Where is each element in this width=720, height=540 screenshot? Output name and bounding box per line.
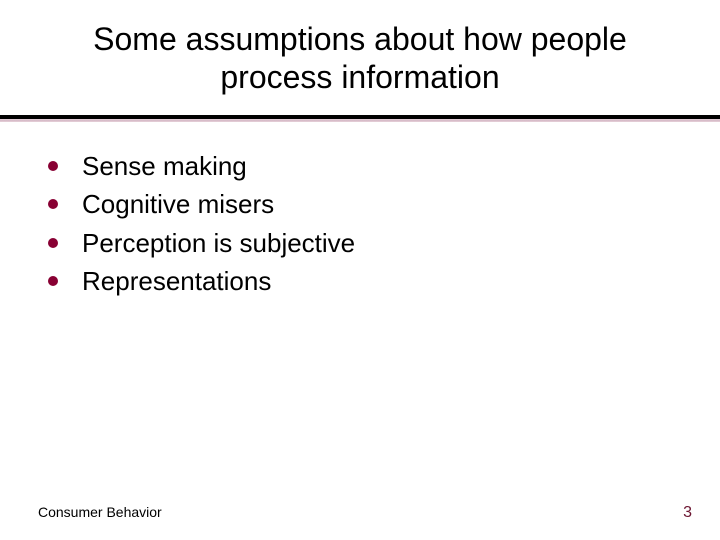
bullet-text: Perception is subjective: [82, 227, 355, 260]
bullet-text: Cognitive misers: [82, 188, 274, 221]
bullet-icon: [48, 199, 58, 209]
list-item: Sense making: [48, 150, 680, 183]
footer-left-text: Consumer Behavior: [38, 504, 162, 520]
slide-title: Some assumptions about how people proces…: [0, 20, 720, 97]
page-number: 3: [683, 504, 692, 522]
list-item: Representations: [48, 265, 680, 298]
divider: [0, 115, 720, 122]
bullet-icon: [48, 276, 58, 286]
bullet-icon: [48, 161, 58, 171]
bullet-text: Sense making: [82, 150, 247, 183]
divider-light: [0, 119, 720, 122]
list-item: Perception is subjective: [48, 227, 680, 260]
slide: Some assumptions about how people proces…: [0, 0, 720, 540]
bullet-icon: [48, 238, 58, 248]
list-item: Cognitive misers: [48, 188, 680, 221]
content-area: Sense making Cognitive misers Perception…: [0, 150, 720, 298]
footer: Consumer Behavior 3: [0, 504, 720, 522]
bullet-text: Representations: [82, 265, 271, 298]
